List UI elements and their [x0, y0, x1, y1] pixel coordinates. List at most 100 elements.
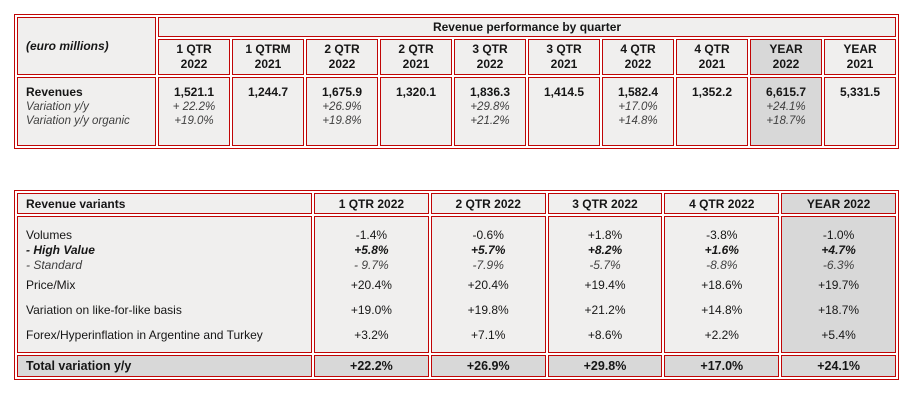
variation-organic-value: +21.2% [470, 115, 510, 127]
like-for-like-row-label: Variation on like-for-like basis [26, 303, 182, 317]
period-label: 4 QTR [694, 42, 730, 56]
unit-label-cell: (euro millions) [17, 17, 156, 75]
high-value-value: +1.6% [704, 243, 739, 257]
period-label: 1 QTRM [245, 42, 291, 56]
table2-colheader-2qtr-2022: 2 QTR 2022 [430, 193, 546, 214]
table1-values-4qtr-2021: 1,352.2 [676, 77, 748, 146]
total-value-3qtr-2022: +29.8% [547, 355, 663, 377]
standard-value: - 9.7% [354, 258, 389, 272]
total-row-label: Total variation y/y [17, 355, 312, 377]
table1-colheader-1qtr-2022: 1 QTR 2022 [158, 39, 230, 75]
total-value-2qtr-2022: +26.9% [430, 355, 546, 377]
table2-header-label: Revenue variants [17, 193, 312, 214]
variation-yy-value: +26.9% [322, 101, 362, 113]
table2-values-4qtr-2022: -3.8% +1.6% -8.8% +18.6% +14.8% +2.2% [664, 216, 780, 353]
revenue-variants-table: Revenue variants 1 QTR 2022 2 QTR 2022 3… [14, 190, 899, 380]
price-mix-value: +19.4% [584, 278, 626, 292]
revenue-value: 1,414.5 [543, 85, 585, 99]
variation-yy-value: +24.1% [766, 101, 806, 113]
table1-values-3qtr-2022: 1,836.3 +29.8% +21.2% [454, 77, 526, 146]
table2-values-2qtr-2022: -0.6% +5.7% -7.9% +20.4% +19.8% +7.1% [430, 216, 546, 353]
table1-colheader-1qtrm-2021: 1 QTRM 2021 [232, 39, 304, 75]
like-for-like-value: +18.7% [818, 303, 860, 317]
period-label: YEAR [769, 42, 803, 56]
table1-values-1qtrm-2021: 1,244.7 [232, 77, 304, 146]
revenue-value: 1,352.2 [691, 85, 733, 99]
year-label: 2021 [846, 57, 874, 71]
standard-value: -8.8% [706, 258, 738, 272]
variation-yy-value: +29.8% [470, 101, 510, 113]
variation-organic-value: +18.7% [766, 115, 806, 127]
table2-total-row: Total variation y/y +22.2% +26.9% +29.8%… [17, 355, 896, 377]
variation-yy-value: + 22.2% [172, 101, 216, 113]
variation-yy-row-label: Variation y/y [26, 101, 89, 113]
total-value-4qtr-2022: +17.0% [664, 355, 780, 377]
table1-colheader-2qtr-2022: 2 QTR 2022 [306, 39, 378, 75]
standard-value: -7.9% [472, 258, 504, 272]
table1-colheader-2qtr-2021: 2 QTR 2021 [380, 39, 452, 75]
standard-value: -5.7% [589, 258, 621, 272]
volumes-value: -0.6% [472, 228, 504, 242]
like-for-like-value: +19.8% [467, 303, 509, 317]
variation-organic-row-label: Variation y/y organic [26, 115, 130, 127]
price-mix-row-label: Price/Mix [26, 278, 76, 292]
price-mix-value: +18.6% [701, 278, 743, 292]
table1-values-year-2021: 5,331.5 [824, 77, 896, 146]
revenue-value: 6,615.7 [765, 85, 807, 99]
table2-body-row: Volumes - High Value - Standard Price/Mi… [17, 216, 896, 353]
high-value-value: +4.7% [821, 243, 856, 257]
period-label: 3 QTR [472, 42, 508, 56]
table1-values-2qtr-2022: 1,675.9 +26.9% +19.8% [306, 77, 378, 146]
table1-colheader-3qtr-2022: 3 QTR 2022 [454, 39, 526, 75]
variation-organic-value: +19.8% [322, 115, 362, 127]
variation-yy-value: +17.0% [618, 101, 658, 113]
period-label: 1 QTR [176, 42, 212, 56]
volumes-value: +1.8% [587, 228, 623, 242]
volumes-value: -3.8% [706, 228, 738, 242]
year-label: 2022 [624, 57, 652, 71]
high-value-row-label: - High Value [26, 243, 95, 257]
table1-colheader-4qtr-2022: 4 QTR 2022 [602, 39, 674, 75]
year-label: 2021 [402, 57, 430, 71]
table2-colheader-4qtr-2022: 4 QTR 2022 [664, 193, 780, 214]
period-label: 2 QTR [324, 42, 360, 56]
table1-values-2qtr-2021: 1,320.1 [380, 77, 452, 146]
revenue-value: 1,244.7 [247, 85, 289, 99]
price-mix-value: +20.4% [350, 278, 392, 292]
volumes-row-label: Volumes [26, 228, 73, 242]
revenue-value: 1,675.9 [321, 85, 363, 99]
year-label: 2022 [328, 57, 356, 71]
high-value-value: +8.2% [587, 243, 623, 257]
revenues-row-label: Revenues [26, 85, 83, 99]
table1-row-labels-cell: Revenues Variation y/y Variation y/y org… [17, 77, 156, 146]
table1-values-year-2022: 6,615.7 +24.1% +18.7% [750, 77, 822, 146]
revenue-performance-table: (euro millions) Revenue performance by q… [14, 14, 899, 149]
standard-value: -6.3% [822, 258, 855, 272]
forex-hyperinflation-value: +8.6% [587, 328, 623, 342]
table1-values-1qtr-2022: 1,521.1 + 22.2% +19.0% [158, 77, 230, 146]
table1-values-4qtr-2022: 1,582.4 +17.0% +14.8% [602, 77, 674, 146]
table1-title-row: (euro millions) Revenue performance by q… [17, 17, 896, 75]
variation-organic-value: +14.8% [618, 115, 658, 127]
table2-row-labels-cell: Volumes - High Value - Standard Price/Mi… [17, 216, 312, 353]
forex-hyperinflation-value: +3.2% [354, 328, 389, 342]
revenue-value: 1,582.4 [617, 85, 659, 99]
table2-values-3qtr-2022: +1.8% +8.2% -5.7% +19.4% +21.2% +8.6% [547, 216, 663, 353]
year-label: 2022 [476, 57, 504, 71]
table2-values-1qtr-2022: -1.4% +5.8% - 9.7% +20.4% +19.0% +3.2% [314, 216, 429, 353]
forex-hyperinflation-value: +7.1% [471, 328, 506, 342]
table1-column-header-row: 1 QTR 2022 1 QTRM 2021 2 QTR 2022 2 QTR … [17, 39, 896, 75]
volumes-value: -1.0% [822, 228, 855, 242]
period-label: 2 QTR [398, 42, 434, 56]
total-value-year-2022: +24.1% [781, 355, 896, 377]
high-value-value: +5.8% [354, 243, 389, 257]
table2-header-row: Revenue variants 1 QTR 2022 2 QTR 2022 3… [17, 193, 896, 214]
like-for-like-value: +14.8% [701, 303, 743, 317]
forex-hyperinflation-row-label: Forex/Hyperinflation in Argentine and Tu… [26, 328, 263, 342]
high-value-value: +5.7% [471, 243, 506, 257]
standard-row-label: - Standard [26, 258, 83, 272]
table1-title: Revenue performance by quarter [158, 17, 896, 37]
revenue-value: 1,836.3 [469, 85, 511, 99]
table1-colheader-4qtr-2021: 4 QTR 2021 [676, 39, 748, 75]
